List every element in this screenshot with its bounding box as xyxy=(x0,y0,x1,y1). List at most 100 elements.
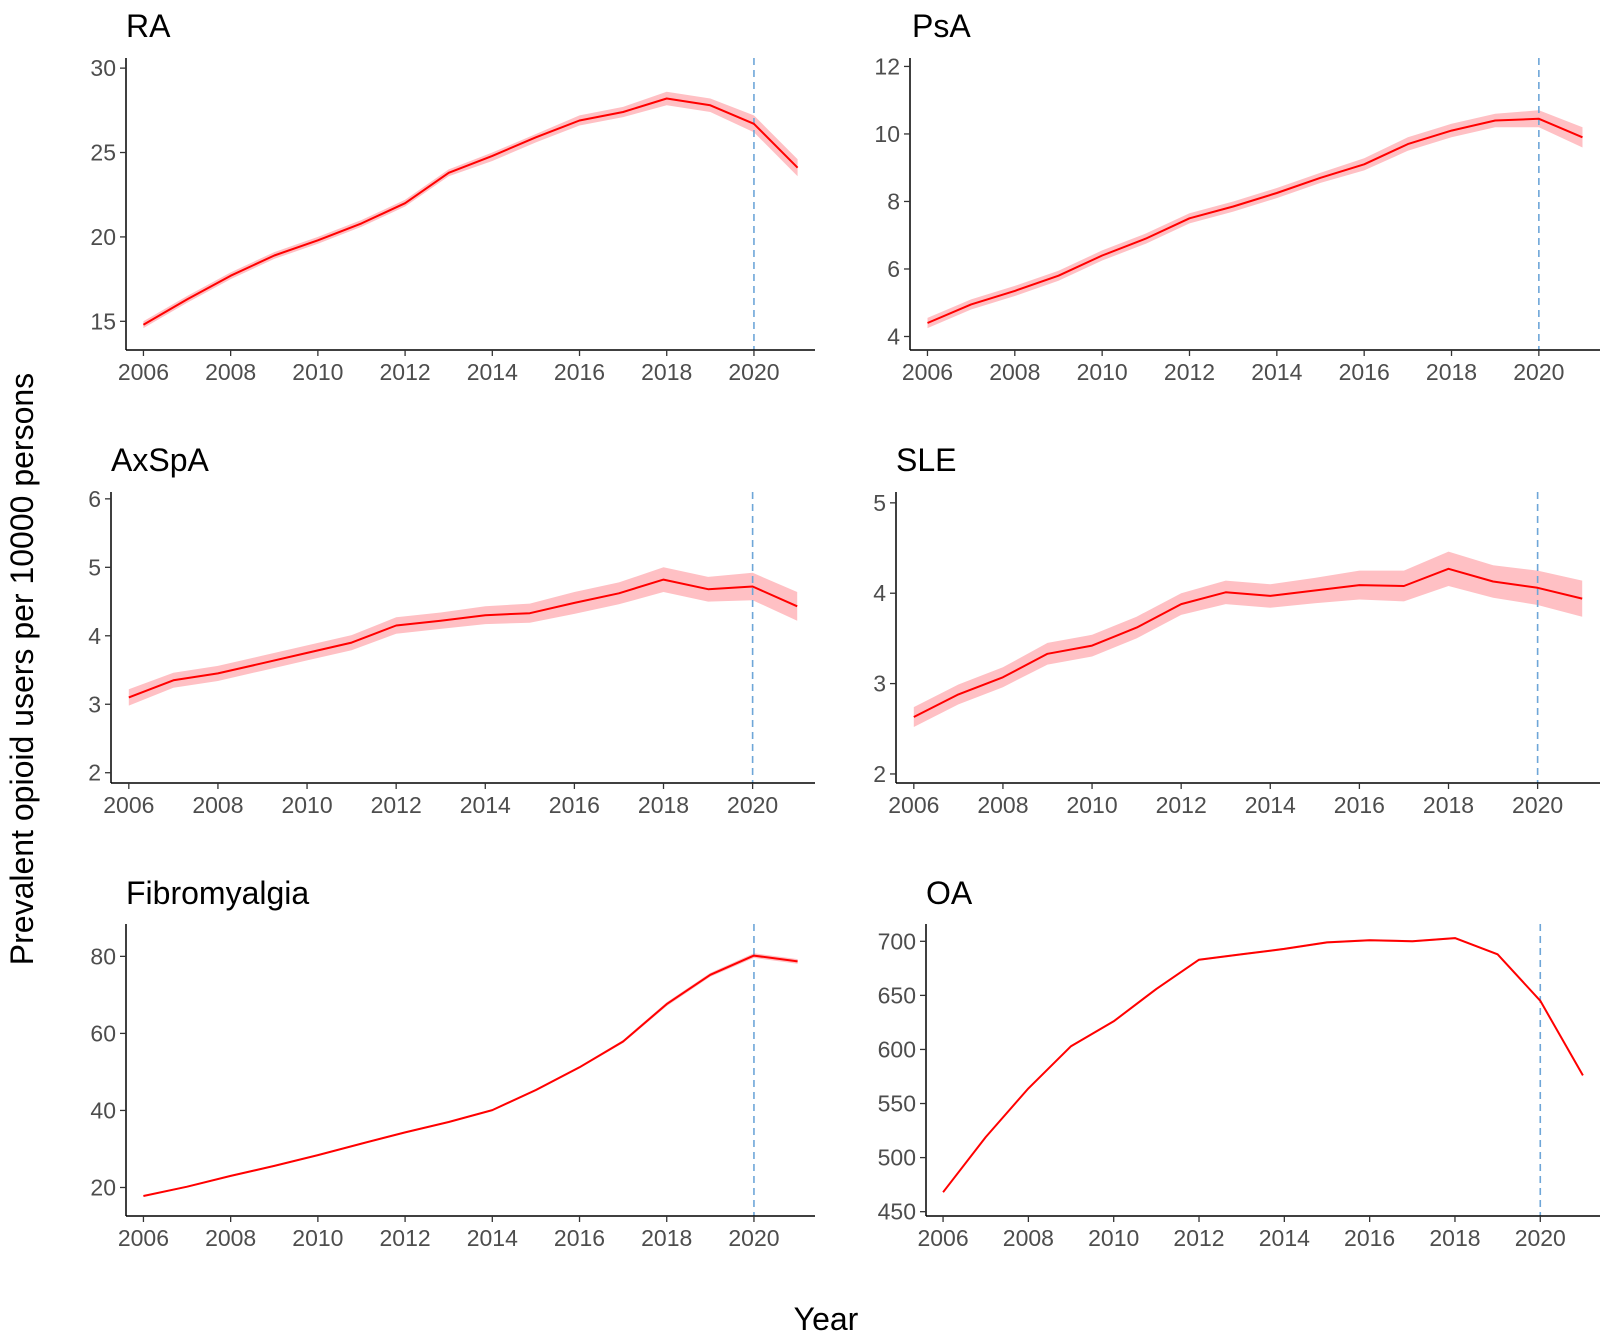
x-tick-label: 2016 xyxy=(1334,792,1385,818)
x-tick-label: 2018 xyxy=(641,359,692,385)
x-tick-label: 2006 xyxy=(118,359,169,385)
x-tick-label: 2016 xyxy=(1344,1225,1395,1251)
panel-psa: PsA 4 6 8 10 12 2006 2008 2010 2012 2014 2016 2018 20… xyxy=(874,8,1600,385)
x-tick-label: 2006 xyxy=(118,1225,169,1251)
x-tick-label: 2010 xyxy=(1088,1225,1139,1251)
y-tick-label: 4 xyxy=(873,580,886,606)
x-tick-label: 2012 xyxy=(1173,1225,1224,1251)
y-tick-label: 2 xyxy=(88,760,101,786)
y-tick-label: 8 xyxy=(887,188,900,214)
x-tick-label: 2014 xyxy=(467,359,518,385)
y-tick-label: 650 xyxy=(878,982,916,1008)
x-tick-label: 2012 xyxy=(380,1225,431,1251)
y-tick-label: 5 xyxy=(873,490,886,516)
x-axis-title: Year xyxy=(794,1301,859,1337)
confidence-band xyxy=(927,110,1583,329)
y-tick-label: 700 xyxy=(878,928,916,954)
series-line xyxy=(927,117,1583,324)
x-tick-label: 2012 xyxy=(380,359,431,385)
x-tick-label: 2010 xyxy=(1077,359,1128,385)
x-tick-label: 2016 xyxy=(554,359,605,385)
x-tick-label: 2016 xyxy=(1339,359,1390,385)
x-tick-label: 2008 xyxy=(977,792,1028,818)
series-line xyxy=(913,567,1583,718)
y-tick-label: 6 xyxy=(887,256,900,282)
y-tick-label: 6 xyxy=(88,486,101,512)
y-tick-label: 10 xyxy=(874,121,900,147)
y-tick-label: 40 xyxy=(90,1097,116,1123)
x-tick-label: 2008 xyxy=(1003,1225,1054,1251)
confidence-band xyxy=(143,91,798,329)
x-tick-label: 2008 xyxy=(192,792,243,818)
x-tick-label: 2016 xyxy=(554,1225,605,1251)
panel-title: SLE xyxy=(896,442,956,478)
x-tick-label: 2020 xyxy=(728,1225,779,1251)
x-tick-label: 2020 xyxy=(727,792,778,818)
y-tick-label: 30 xyxy=(90,55,116,81)
x-tick-label: 2014 xyxy=(1251,359,1302,385)
y-tick-label: 4 xyxy=(887,323,900,349)
x-tick-label: 2020 xyxy=(1512,792,1563,818)
x-tick-label: 2012 xyxy=(371,792,422,818)
x-tick-label: 2010 xyxy=(292,1225,343,1251)
y-tick-label: 60 xyxy=(90,1020,116,1046)
y-tick-label: 20 xyxy=(90,224,116,250)
series-line xyxy=(128,578,798,699)
x-tick-label: 2016 xyxy=(549,792,600,818)
confidence-band xyxy=(943,937,1583,1194)
panel-title: Fibromyalgia xyxy=(126,875,309,911)
panel-fibromyalgia: Fibromyalgia 20 40 60 80 2006 2008 2010 2012 2014… xyxy=(90,875,815,1251)
x-tick-label: 2010 xyxy=(1066,792,1117,818)
x-tick-label: 2018 xyxy=(1423,792,1474,818)
y-tick-label: 12 xyxy=(874,53,900,79)
panel-title: PsA xyxy=(912,8,971,44)
x-tick-label: 2006 xyxy=(888,792,939,818)
x-tick-label: 2020 xyxy=(1513,359,1564,385)
series-line xyxy=(142,97,799,326)
x-tick-label: 2006 xyxy=(902,359,953,385)
series-line xyxy=(942,937,1584,1193)
panel-axspa: AxSpA 2 3 4 5 6 2006 2008 2010 2012 2014 2016 2018 20… xyxy=(88,442,815,818)
x-tick-label: 2020 xyxy=(1515,1225,1566,1251)
y-tick-label: 20 xyxy=(90,1174,116,1200)
y-tick-label: 5 xyxy=(88,554,101,580)
panel-ra: RA 15 20 25 30 2006 2008 2010 2012 2014 2016 2018 20… xyxy=(90,8,815,385)
x-tick-label: 2018 xyxy=(1426,359,1477,385)
x-tick-label: 2014 xyxy=(1259,1225,1310,1251)
panel-sle: SLE 2 3 4 5 2006 2008 2010 2012 2014 2016 2018 2020 xyxy=(873,442,1600,818)
y-tick-label: 4 xyxy=(88,623,101,649)
x-tick-label: 2008 xyxy=(205,359,256,385)
x-tick-label: 2014 xyxy=(460,792,511,818)
x-tick-label: 2012 xyxy=(1156,792,1207,818)
series-line xyxy=(143,954,798,1197)
y-tick-label: 550 xyxy=(878,1091,916,1117)
panel-title: AxSpA xyxy=(111,442,209,478)
x-tick-label: 2010 xyxy=(292,359,343,385)
x-tick-label: 2006 xyxy=(103,792,154,818)
confidence-band xyxy=(913,551,1583,727)
y-tick-label: 80 xyxy=(90,943,116,969)
panel-title: OA xyxy=(926,875,973,911)
y-tick-label: 25 xyxy=(90,140,116,166)
x-tick-label: 2018 xyxy=(638,792,689,818)
x-tick-label: 2018 xyxy=(641,1225,692,1251)
y-axis-title: Prevalent opioid users per 10000 persons xyxy=(4,373,40,965)
y-tick-label: 3 xyxy=(88,691,101,717)
y-tick-label: 15 xyxy=(90,308,116,334)
x-tick-label: 2014 xyxy=(1245,792,1296,818)
y-tick-label: 450 xyxy=(878,1199,916,1225)
x-tick-label: 2008 xyxy=(205,1225,256,1251)
confidence-band xyxy=(143,953,798,1197)
x-tick-label: 2012 xyxy=(1164,359,1215,385)
y-tick-label: 500 xyxy=(878,1145,916,1171)
x-tick-label: 2014 xyxy=(467,1225,518,1251)
panel-title: RA xyxy=(126,8,171,44)
x-tick-label: 2020 xyxy=(728,359,779,385)
y-tick-label: 3 xyxy=(873,671,886,697)
y-tick-label: 600 xyxy=(878,1036,916,1062)
y-tick-label: 2 xyxy=(873,761,886,787)
panel-oa: OA 450 500 550 600 650 700 2006 2008 2010 2012 2014… xyxy=(878,875,1600,1251)
x-tick-label: 2010 xyxy=(281,792,332,818)
